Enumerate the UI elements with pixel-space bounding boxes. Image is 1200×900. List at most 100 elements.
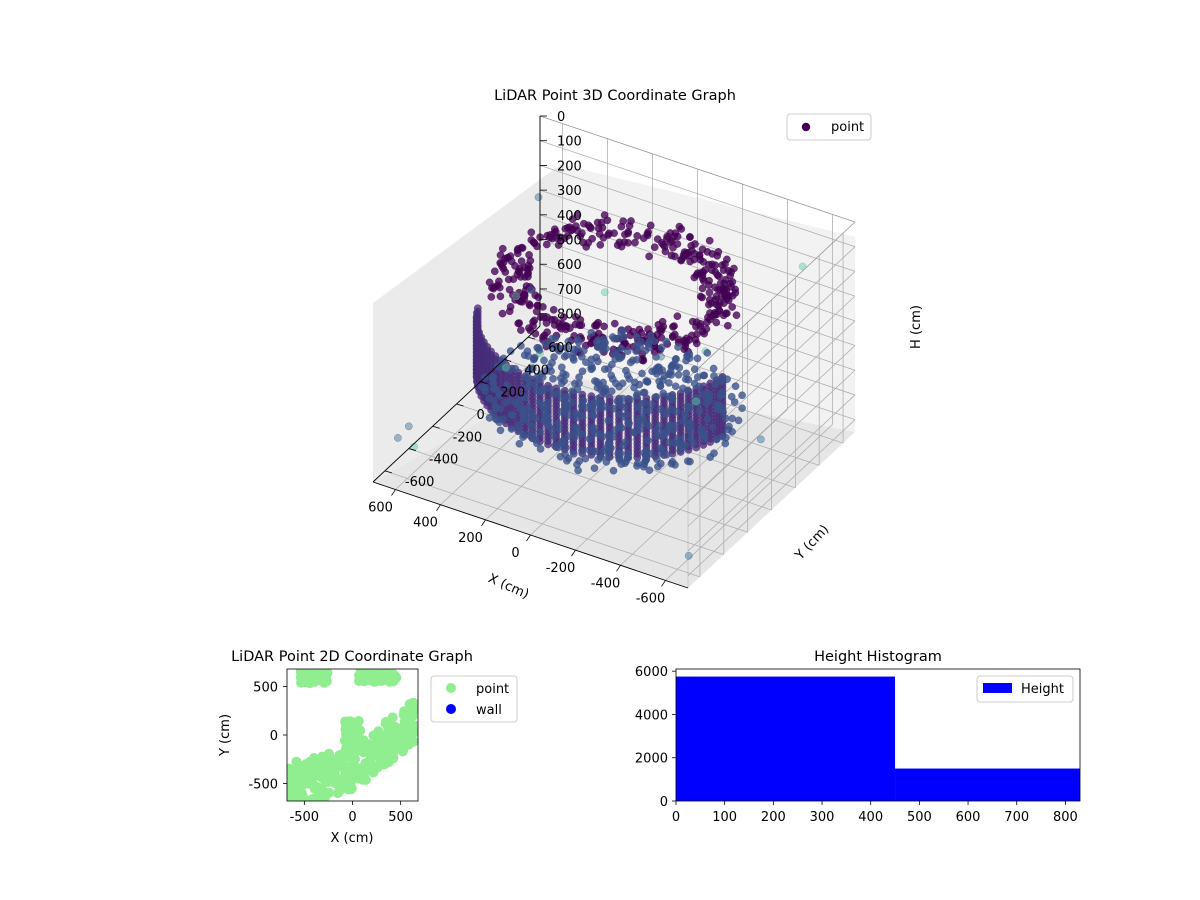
point-3d <box>643 377 652 386</box>
point-3d <box>531 329 540 338</box>
point-3d <box>657 445 666 454</box>
y-tick-label-hist: 2000 <box>635 752 668 767</box>
point-3d <box>650 337 659 346</box>
x-tick-label-2d: 0 <box>348 810 356 825</box>
point-3d <box>551 334 560 342</box>
point-3d <box>671 382 680 391</box>
point-3d <box>602 402 610 411</box>
point-2d <box>302 777 312 788</box>
point-3d <box>532 414 540 423</box>
point-3d <box>534 344 543 352</box>
y-tick-label-3d: -400 <box>429 453 459 468</box>
z-tick-label-3d: 700 <box>557 283 582 298</box>
point-3d <box>546 384 554 393</box>
point-3d <box>645 422 653 430</box>
pane-left <box>373 164 561 482</box>
point-3d <box>503 381 511 389</box>
point-3d <box>576 316 585 324</box>
point-3d <box>657 327 665 336</box>
point-3d <box>517 326 525 334</box>
legend-3d-marker <box>801 122 811 132</box>
x-tick-label-3d: 400 <box>413 516 438 531</box>
point-3d <box>681 440 690 449</box>
point-3d <box>710 372 718 380</box>
point-2d <box>397 745 408 756</box>
point-3d <box>530 355 538 364</box>
point-3d <box>499 415 507 423</box>
point-3d <box>523 347 532 356</box>
point-3d <box>698 424 706 433</box>
grid-line-z <box>687 369 856 527</box>
x-tick-label-3d: 600 <box>368 501 393 516</box>
point-3d <box>594 357 602 366</box>
point-3d <box>493 281 502 290</box>
legend-3d-box <box>786 113 872 141</box>
x-tick-label-hist: 600 <box>956 810 981 825</box>
point-3d <box>653 455 661 463</box>
y-tick-label-2d: 0 <box>270 729 278 744</box>
legend-2d-label-point: point <box>476 682 509 697</box>
point-3d <box>549 374 557 383</box>
point-3d <box>659 240 668 249</box>
y-axis-label-2d: Y (cm) <box>218 714 233 757</box>
point-3d <box>644 436 652 445</box>
point-3d <box>517 341 525 350</box>
point-3d <box>625 375 634 383</box>
point-3d <box>695 251 704 259</box>
point-2d <box>287 765 294 776</box>
point-3d <box>726 279 734 288</box>
point-3d <box>738 391 746 400</box>
point-3d <box>727 392 736 401</box>
point-3d <box>703 349 712 357</box>
point-3d <box>527 228 536 237</box>
point-3d <box>724 321 732 330</box>
point-3d <box>522 282 531 290</box>
point-2d <box>353 773 364 784</box>
point-3d <box>696 320 705 328</box>
x-axis-label-2d: X (cm) <box>331 831 374 846</box>
x-tick-label-hist: 200 <box>761 810 786 825</box>
grid-line-y <box>432 425 748 533</box>
x-tick-3d <box>391 489 396 496</box>
point-3d <box>501 363 510 372</box>
point-3d <box>555 347 564 355</box>
point-3d <box>585 434 594 443</box>
point-3d <box>481 387 490 396</box>
point-3d <box>529 364 537 372</box>
point-3d <box>600 338 609 347</box>
y-tick-label-hist: 0 <box>660 795 668 810</box>
x-tick-label-2d: -500 <box>290 810 320 825</box>
point-3d <box>579 396 588 405</box>
point-2d <box>383 757 394 768</box>
point-3d <box>611 319 619 328</box>
point-3d <box>686 403 694 412</box>
z-tick-label-3d: 100 <box>557 135 582 150</box>
point-3d <box>620 238 629 246</box>
x-tick-label-hist: 300 <box>810 810 835 825</box>
point-3d <box>706 438 715 446</box>
x-tick-label-hist: 400 <box>858 810 883 825</box>
point-3d <box>705 390 713 399</box>
point-3d <box>499 264 508 273</box>
x-tick-label-3d: -200 <box>546 561 576 576</box>
x-tick-label-hist: 100 <box>712 810 737 825</box>
point-3d <box>713 271 722 279</box>
point-3d <box>723 255 731 264</box>
point-3d <box>525 264 534 272</box>
point-3d <box>633 232 642 240</box>
grid-line-z <box>687 345 856 502</box>
point-3d <box>610 229 618 237</box>
point-3d <box>511 364 520 373</box>
point-3d <box>514 421 523 429</box>
point-2d <box>380 730 391 741</box>
point-3d <box>506 347 515 355</box>
point-2d <box>369 730 380 741</box>
y-tick-label-2d: -500 <box>248 778 278 793</box>
point-3d <box>638 369 646 378</box>
legend-3d: point <box>786 113 872 141</box>
x-tick-label-hist: 700 <box>1004 810 1029 825</box>
z-axis-label-3d: H (cm) <box>909 305 924 349</box>
point-2d <box>337 776 348 787</box>
histogram-ticks: 0 100 200 300 400 500 600 700 800 0 2000 4000 6000 <box>635 665 1078 825</box>
point-3d <box>596 241 605 249</box>
